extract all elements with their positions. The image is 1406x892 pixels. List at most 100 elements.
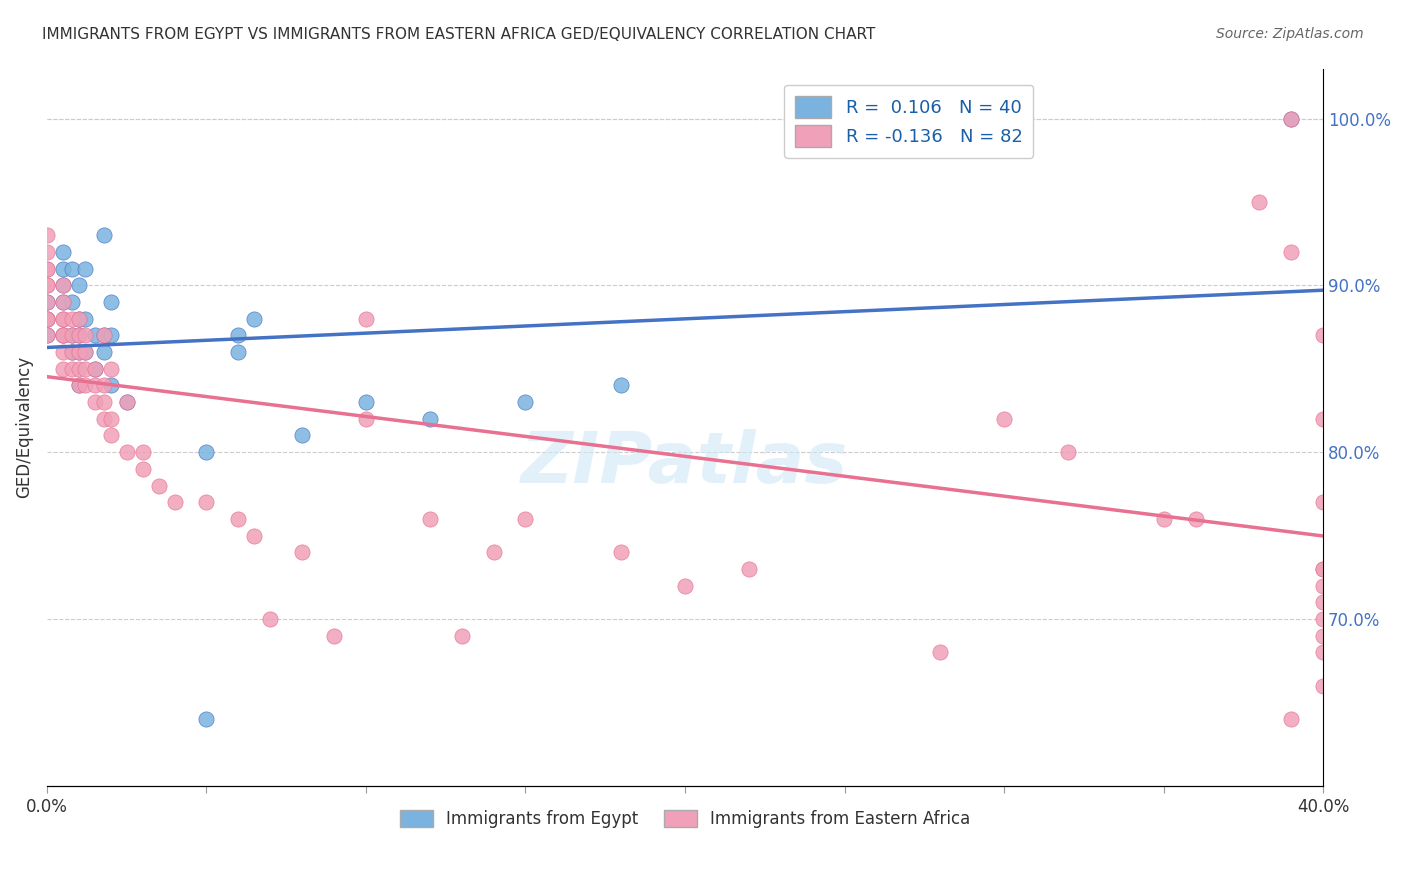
- Point: [1312, 645, 1334, 659]
- Point: [62, 328, 84, 343]
- Legend: Immigrants from Egypt, Immigrants from Eastern Africa: Immigrants from Egypt, Immigrants from E…: [392, 804, 977, 835]
- Point: [1312, 579, 1334, 593]
- Point: [62, 345, 84, 359]
- Point: [291, 545, 314, 559]
- Point: [93, 395, 115, 409]
- Point: [52, 295, 75, 310]
- Point: [195, 445, 218, 459]
- Point: [419, 412, 441, 426]
- Point: [243, 528, 266, 542]
- Point: [75, 345, 97, 359]
- Point: [52, 245, 75, 260]
- Point: [354, 412, 377, 426]
- Y-axis label: GED/Equivalency: GED/Equivalency: [15, 356, 32, 499]
- Point: [35, 311, 58, 326]
- Point: [1279, 245, 1302, 260]
- Point: [35, 261, 58, 276]
- Point: [1279, 712, 1302, 726]
- Point: [62, 295, 84, 310]
- Point: [62, 345, 84, 359]
- Point: [482, 545, 505, 559]
- Point: [1184, 512, 1206, 526]
- Point: [62, 261, 84, 276]
- Point: [83, 395, 105, 409]
- Point: [35, 245, 58, 260]
- Point: [67, 328, 90, 343]
- Point: [35, 278, 58, 293]
- Text: ZIPatlas: ZIPatlas: [522, 428, 849, 498]
- Point: [75, 345, 97, 359]
- Point: [100, 378, 122, 392]
- Point: [1279, 112, 1302, 126]
- Point: [115, 395, 138, 409]
- Point: [993, 412, 1015, 426]
- Point: [259, 612, 281, 626]
- Point: [323, 629, 346, 643]
- Point: [35, 261, 58, 276]
- Point: [52, 345, 75, 359]
- Point: [1312, 412, 1334, 426]
- Point: [35, 228, 58, 243]
- Point: [1312, 612, 1334, 626]
- Point: [52, 361, 75, 376]
- Point: [515, 395, 537, 409]
- Point: [67, 345, 90, 359]
- Point: [1057, 445, 1080, 459]
- Point: [1312, 495, 1334, 509]
- Point: [67, 378, 90, 392]
- Point: [62, 361, 84, 376]
- Point: [67, 311, 90, 326]
- Point: [75, 311, 97, 326]
- Point: [1312, 595, 1334, 609]
- Point: [354, 395, 377, 409]
- Point: [83, 361, 105, 376]
- Point: [291, 428, 314, 442]
- Point: [52, 311, 75, 326]
- Point: [243, 311, 266, 326]
- Point: [52, 295, 75, 310]
- Point: [83, 378, 105, 392]
- Point: [93, 345, 115, 359]
- Point: [93, 412, 115, 426]
- Point: [100, 328, 122, 343]
- Point: [228, 328, 250, 343]
- Point: [100, 412, 122, 426]
- Point: [75, 261, 97, 276]
- Point: [35, 328, 58, 343]
- Point: [52, 328, 75, 343]
- Point: [93, 328, 115, 343]
- Point: [419, 512, 441, 526]
- Point: [354, 311, 377, 326]
- Point: [515, 512, 537, 526]
- Point: [35, 328, 58, 343]
- Point: [228, 345, 250, 359]
- Point: [673, 579, 696, 593]
- Point: [1312, 562, 1334, 576]
- Point: [929, 645, 952, 659]
- Point: [148, 478, 170, 492]
- Point: [93, 328, 115, 343]
- Point: [610, 545, 633, 559]
- Point: [35, 295, 58, 310]
- Point: [1249, 194, 1271, 209]
- Point: [52, 328, 75, 343]
- Point: [450, 629, 472, 643]
- Point: [35, 311, 58, 326]
- Point: [35, 278, 58, 293]
- Point: [195, 495, 218, 509]
- Point: [67, 361, 90, 376]
- Point: [1312, 328, 1334, 343]
- Point: [83, 328, 105, 343]
- Point: [195, 712, 218, 726]
- Point: [1312, 679, 1334, 693]
- Point: [75, 328, 97, 343]
- Point: [62, 311, 84, 326]
- Point: [67, 311, 90, 326]
- Point: [100, 361, 122, 376]
- Text: IMMIGRANTS FROM EGYPT VS IMMIGRANTS FROM EASTERN AFRICA GED/EQUIVALENCY CORRELAT: IMMIGRANTS FROM EGYPT VS IMMIGRANTS FROM…: [42, 27, 876, 42]
- Point: [163, 495, 186, 509]
- Point: [52, 261, 75, 276]
- Point: [93, 378, 115, 392]
- Point: [228, 512, 250, 526]
- Point: [75, 378, 97, 392]
